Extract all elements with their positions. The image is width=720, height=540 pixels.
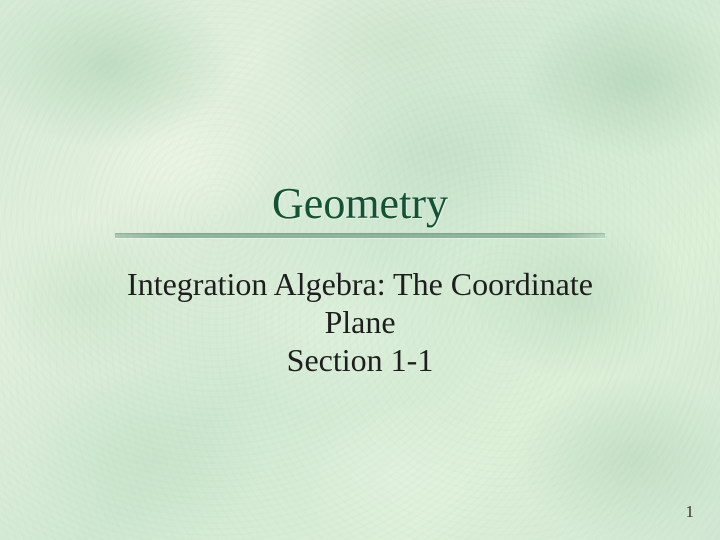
page-number: 1 <box>686 502 695 522</box>
slide-title: Geometry <box>272 178 448 229</box>
subtitle-line-1: Integration Algebra: The Coordinate <box>127 266 593 304</box>
slide-subtitle: Integration Algebra: The Coordinate Plan… <box>127 266 593 379</box>
title-underline <box>115 233 605 238</box>
subtitle-line-3: Section 1-1 <box>127 342 593 380</box>
subtitle-line-2: Plane <box>127 304 593 342</box>
slide-content: Geometry Integration Algebra: The Coordi… <box>0 0 720 540</box>
